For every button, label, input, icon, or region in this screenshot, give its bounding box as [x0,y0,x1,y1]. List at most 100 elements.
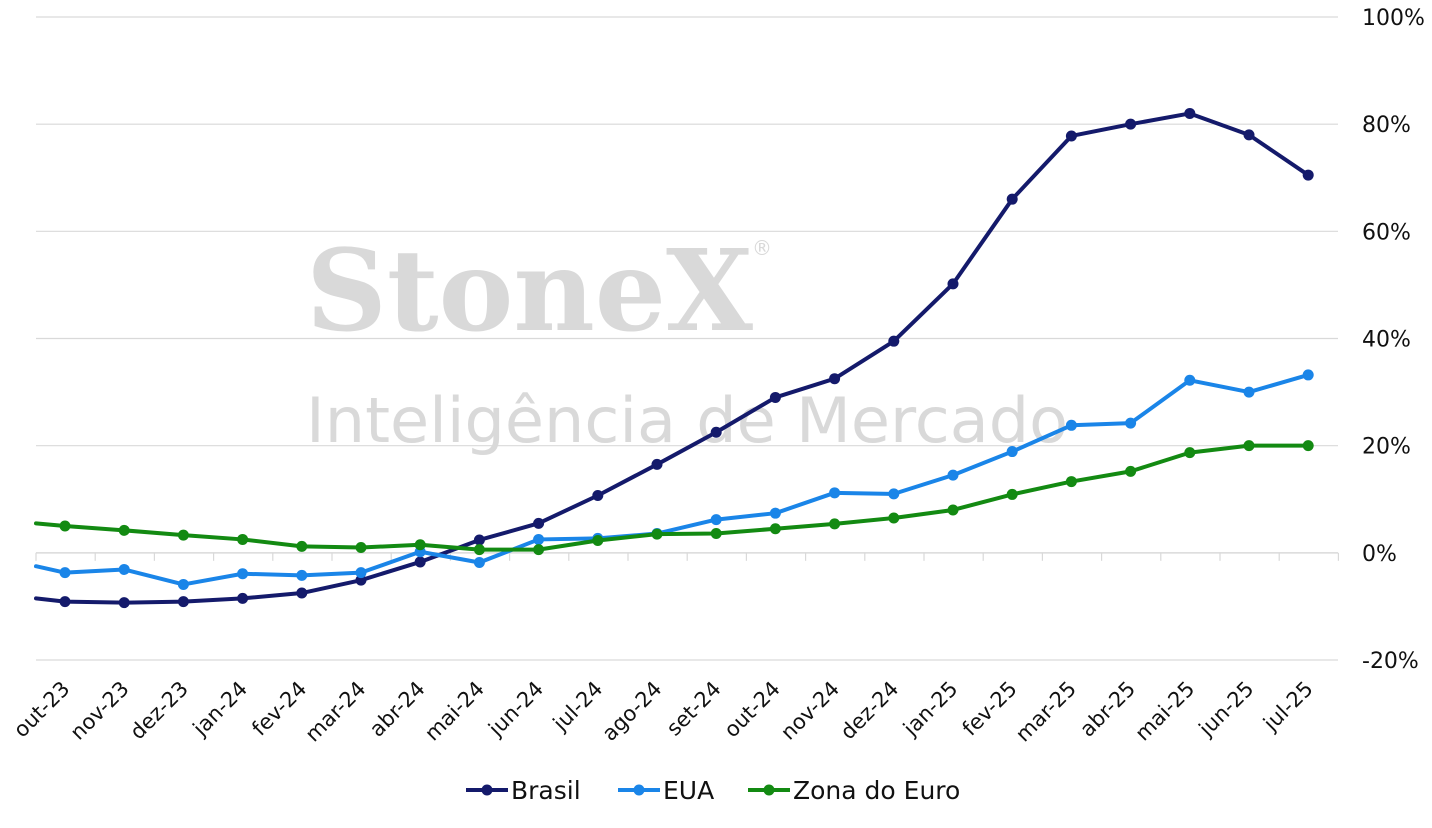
data-point-zona-do-euro [177,529,189,541]
data-point-eua [59,567,71,579]
legend-label: Zona do Euro [793,776,960,805]
data-point-zona-do-euro [1125,465,1137,477]
x-tick-label: jan-25 [898,677,963,742]
data-point-eua [355,567,367,579]
y-tick-label: 40% [1362,328,1411,353]
legend-label: Brasil [511,776,581,805]
data-point-zona-do-euro [414,539,426,551]
series-brasil [34,107,1314,609]
x-tick-label: dez-23 [125,677,193,745]
data-point-zona-do-euro [651,528,663,540]
data-point-brasil [177,596,189,608]
data-point-brasil [473,534,485,546]
series-zona-do-euro [34,440,1314,556]
y-axis: -20% 0% 20% 40% 60% 80% 100% [1362,6,1425,674]
x-tick-label: jun-25 [1194,677,1259,742]
data-point-zona-do-euro [473,544,485,556]
data-point-zona-do-euro [1006,488,1018,500]
data-point-brasil [1302,169,1314,181]
data-point-zona-do-euro [1065,476,1077,488]
y-tick-label: 100% [1362,6,1425,31]
watermark-brand: StoneX [306,226,753,357]
x-tick-label: set-24 [662,677,726,741]
stonex-watermark: StoneX ® Inteligência de Mercado [306,226,1068,457]
data-point-brasil [59,596,71,608]
data-point-brasil [296,587,308,599]
watermark-registered-mark: ® [752,236,772,260]
data-point-zona-do-euro [592,535,604,547]
legend-swatch-marker [763,784,775,796]
data-point-zona-do-euro [769,523,781,535]
data-point-brasil [1184,107,1196,119]
x-tick-label: out-24 [719,677,785,743]
data-point-zona-do-euro [888,512,900,524]
data-point-brasil [414,556,426,568]
data-point-brasil [1125,118,1137,130]
data-point-brasil [237,592,249,604]
data-point-eua [177,578,189,590]
x-tick-label: mar-24 [301,677,371,747]
data-point-zona-do-euro [533,544,545,556]
watermark-tagline: Inteligência de Mercado [306,384,1068,457]
data-point-eua [118,563,130,575]
x-tick-label: nov-23 [66,677,134,745]
y-tick-label: 60% [1362,220,1411,245]
data-point-zona-do-euro [59,520,71,532]
data-point-zona-do-euro [355,541,367,553]
x-tick-label: jan-24 [188,677,253,742]
series-lines [34,107,1314,609]
x-tick-label: jul-25 [1258,677,1318,737]
y-tick-label: 0% [1362,542,1397,567]
data-point-eua [710,514,722,526]
legend-swatch-marker [481,784,493,796]
x-tick-label: out-23 [9,677,75,743]
data-point-zona-do-euro [947,504,959,516]
data-point-eua [947,469,959,481]
x-tick-label: mai-24 [420,677,489,746]
data-point-brasil [769,391,781,403]
y-tick-label: 80% [1362,113,1411,138]
legend-item-zona-do-euro: Zona do Euro [748,776,960,805]
data-point-eua [888,488,900,500]
data-point-eua [1125,417,1137,429]
data-point-brasil [533,517,545,529]
data-point-brasil [1006,193,1018,205]
y-tick-label: 20% [1362,435,1411,460]
data-point-brasil [651,458,663,470]
data-point-zona-do-euro [1184,447,1196,459]
data-point-brasil [1243,129,1255,141]
data-point-zona-do-euro [710,528,722,540]
legend-item-brasil: Brasil [466,776,581,805]
x-tick-label: mai-25 [1130,677,1199,746]
x-tick-label: mar-25 [1011,677,1081,747]
data-point-zona-do-euro [296,540,308,552]
data-point-brasil [710,426,722,438]
data-point-eua [1006,446,1018,458]
x-tick-label: nov-24 [776,677,844,745]
y-tick-label: -20% [1362,649,1419,674]
gridlines [36,16,1338,661]
data-point-zona-do-euro [1302,440,1314,452]
x-tick-label: jun-24 [483,677,548,742]
series-line-zona-do-euro [34,443,1311,552]
data-point-eua [1065,419,1077,431]
x-tick-label: ago-24 [597,677,666,746]
data-point-brasil [1065,130,1077,142]
data-point-zona-do-euro [829,518,841,530]
data-point-eua [533,533,545,545]
data-point-brasil [118,597,130,609]
data-point-eua [769,507,781,519]
data-point-brasil [829,373,841,385]
legend-swatch-marker [633,784,645,796]
x-tick-label: abr-25 [1075,677,1140,742]
legend-item-eua: EUA [618,776,714,805]
legend: Brasil EUA Zona do Euro [466,776,960,805]
legend-label: EUA [663,776,714,805]
data-point-eua [829,487,841,499]
data-point-zona-do-euro [1243,440,1255,452]
data-point-brasil [888,335,900,347]
x-tick-label: dez-24 [836,677,904,745]
data-point-brasil [592,489,604,501]
data-point-brasil [947,278,959,290]
